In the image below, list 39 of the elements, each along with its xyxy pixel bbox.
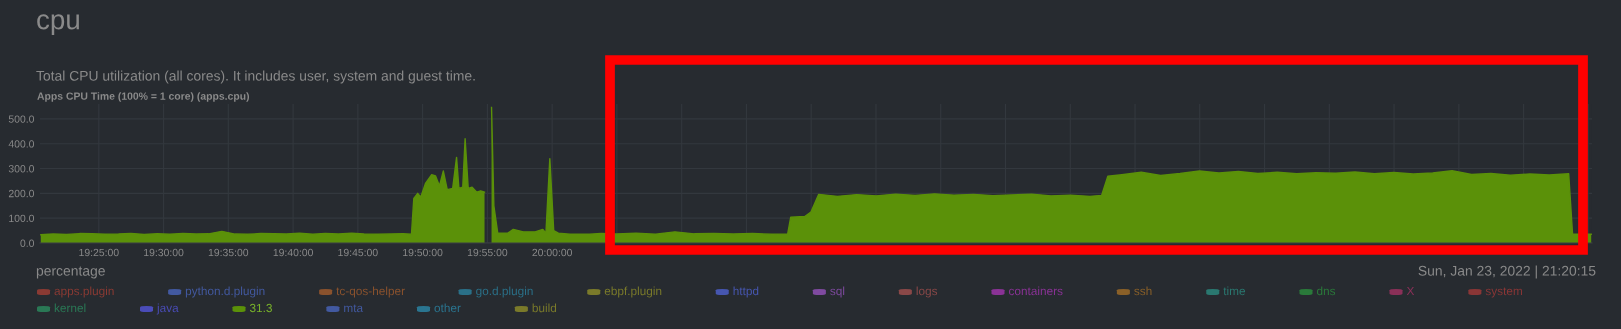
legend-label: build — [532, 303, 557, 313]
y-tick-label: 400.0 — [8, 140, 35, 148]
legend-label: httpd — [733, 286, 759, 298]
chart-title: cpu — [37, 14, 79, 35]
x-tick-label: 20:00:00 — [532, 248, 573, 257]
y-tick-label: 300.0 — [8, 165, 35, 173]
chart-subtitle: Total CPU utilization (all cores). It includes user, system and guest time. — [36, 70, 475, 84]
legend-label: containers — [1009, 286, 1063, 296]
y-tick-label: 500.0 — [8, 115, 35, 123]
x-tick-label: 19:35:00 — [208, 248, 249, 257]
legend-label: go.d.plugin — [476, 286, 533, 298]
legend-label: ssh — [1134, 286, 1152, 296]
legend-label: time — [1223, 286, 1246, 296]
legend-label: python.d.plugin — [185, 286, 265, 298]
text: 31.3 — [249, 303, 272, 313]
legend-label: apps.plugin — [54, 286, 114, 298]
legend-label: logs — [916, 286, 938, 298]
text: percentage — [36, 266, 105, 279]
legend-label: kernel — [54, 303, 86, 313]
x-tick-label: 19:25:00 — [79, 248, 119, 257]
legend-label: other — [434, 303, 461, 313]
x-tick-label: 19:30:00 — [144, 248, 184, 257]
legend-label: system — [1485, 287, 1522, 298]
y-tick-label: 200.0 — [8, 189, 35, 198]
y-tick-label: 100.0 — [9, 214, 35, 223]
legend-label: X — [1406, 286, 1415, 296]
legend-label: java — [156, 303, 179, 315]
legend-label: sql — [830, 286, 845, 298]
legend-label: mta — [344, 304, 364, 313]
legend-label: tc-qos-helper — [336, 286, 405, 298]
legend-label: ebpf.plugin — [604, 286, 662, 298]
legend-label: dns — [1317, 286, 1336, 296]
y-tick-label: 0.0 — [20, 239, 35, 247]
x-tick-label: 19:55:00 — [467, 248, 508, 257]
text: Apps CPU Time (100% = 1 core) (apps.cpu) — [37, 92, 250, 102]
x-tick-label: 19:40:00 — [273, 248, 313, 257]
x-tick-label: 19:45:00 — [338, 248, 378, 257]
text: Sun, Jan 23, 2022 | 21:20:15 — [1418, 265, 1596, 279]
x-tick-label: 19:50:00 — [403, 248, 443, 257]
